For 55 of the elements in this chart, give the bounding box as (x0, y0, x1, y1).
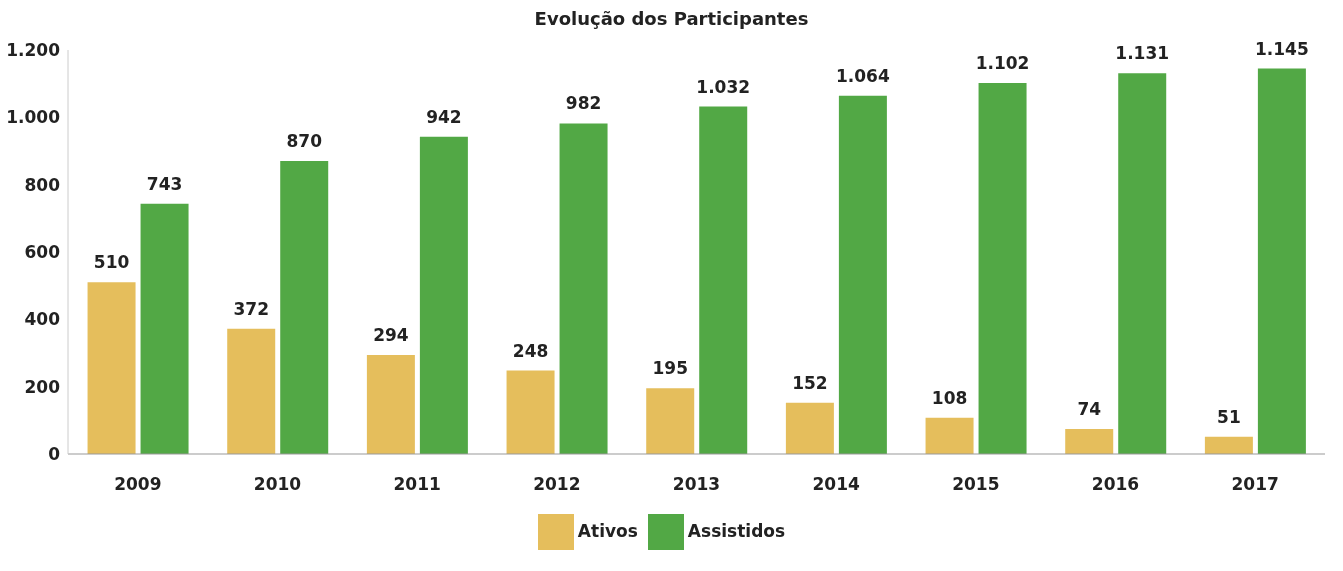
x-tick-label: 2012 (533, 474, 581, 495)
data-label: 1.032 (696, 76, 751, 97)
data-label: 870 (286, 131, 323, 152)
data-label: 74 (1077, 399, 1102, 420)
x-tick-label: 2016 (1091, 474, 1140, 495)
bar (646, 388, 695, 454)
legend-label: Assistidos (687, 521, 786, 541)
bar (1065, 429, 1114, 454)
bar (838, 95, 887, 454)
bar (785, 402, 834, 454)
data-label: 510 (93, 252, 130, 273)
x-tick-label: 2014 (812, 474, 860, 495)
data-label: 982 (565, 93, 602, 114)
y-tick-label: 1.200 (6, 40, 61, 61)
data-label: 942 (426, 106, 462, 127)
bar (925, 417, 974, 454)
x-tick-label: 2015 (952, 474, 1000, 495)
x-tick-label: 2013 (672, 474, 721, 495)
x-tick-label: 2011 (393, 474, 441, 495)
bar (559, 123, 608, 454)
bar (87, 282, 136, 454)
data-label: 294 (373, 325, 409, 346)
x-tick-label: 2009 (114, 474, 162, 495)
bar (978, 82, 1027, 454)
y-tick-label: 800 (24, 174, 61, 195)
data-label: 1.064 (836, 65, 890, 86)
bar (699, 106, 748, 454)
bar (1118, 73, 1167, 454)
data-label: 51 (1217, 406, 1241, 427)
data-label: 743 (146, 173, 183, 194)
y-tick-label: 600 (24, 242, 61, 263)
bar (227, 328, 276, 454)
data-label: 1.102 (975, 52, 1030, 73)
y-tick-label: 0 (48, 444, 61, 465)
bar (506, 370, 555, 454)
bar (1204, 436, 1253, 454)
bar (1257, 68, 1306, 454)
x-tick-label: 2010 (253, 474, 302, 495)
data-label: 108 (931, 387, 968, 408)
data-label: 1.145 (1255, 38, 1309, 59)
bar (366, 355, 415, 454)
chart-title: Evolução dos Participantes (533, 8, 810, 30)
data-label: 248 (512, 340, 549, 361)
bar (419, 136, 468, 454)
x-tick-label: 2017 (1231, 474, 1279, 495)
data-label: 1.131 (1115, 43, 1170, 64)
y-tick-label: 400 (24, 309, 61, 330)
bar (140, 203, 189, 454)
bar (280, 161, 329, 454)
y-tick-label: 200 (24, 376, 61, 397)
data-label: 195 (652, 358, 688, 379)
data-label: 372 (233, 298, 269, 319)
legend-label: Ativos (577, 521, 638, 541)
data-label: 152 (792, 372, 828, 393)
y-tick-label: 1.000 (6, 107, 61, 128)
